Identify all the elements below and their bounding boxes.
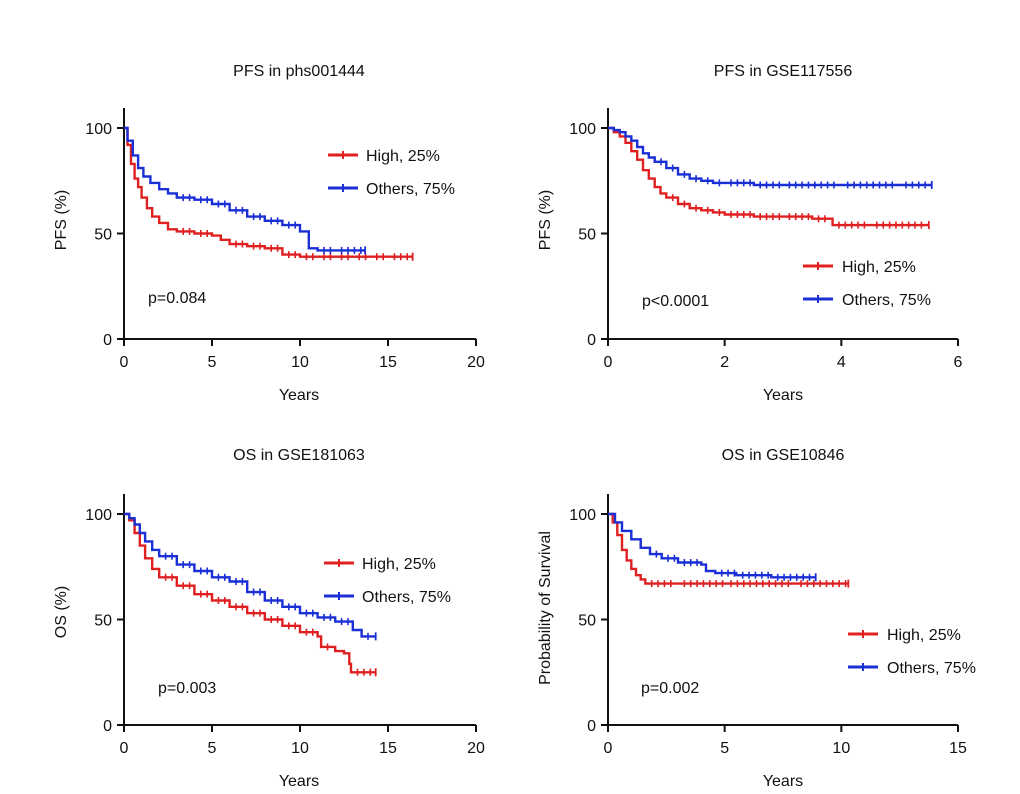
legend: High, 25% Others, 75% [848,627,976,677]
x-tick-label: 10 [291,740,309,757]
x-axis-label: Years [279,773,319,790]
legend-entry-others: Others, 75% [848,660,976,677]
survival-curve-high [124,512,376,674]
y-tick-label: 50 [578,227,596,244]
x-tick-label: 20 [467,740,485,757]
x-axis-label: Years [763,387,803,404]
p-value-annotation: p=0.002 [641,680,699,697]
x-tick-label: 0 [604,740,613,757]
y-tick-label: 100 [569,507,596,524]
x-tick-label: 15 [379,354,397,371]
x-tick-label: 6 [954,354,963,371]
x-tick-label: 5 [208,740,217,757]
y-tick-label: 0 [587,718,596,735]
y-tick-label: 50 [94,227,112,244]
y-axis-label: PFS (%) [53,190,70,250]
legend-entry-high: High, 25% [328,148,440,165]
chart-title: PFS in GSE117556 [714,63,853,80]
panel-pfs-phs001444: PFS in phs001444 PFS (%) Years p=0.084 H… [53,63,485,404]
legend-label-high: High, 25% [842,259,916,276]
legend-label-others: Others, 75% [366,181,455,198]
legend-label-high: High, 25% [366,148,440,165]
x-tick-label: 2 [720,354,729,371]
legend-label-others: Others, 75% [842,292,931,309]
legend-label-others: Others, 75% [887,660,976,677]
chart-title: OS in GSE10846 [722,447,845,464]
survival-curve-others [608,512,816,579]
survival-curve-high [124,126,413,258]
survival-curve-others [608,126,932,187]
y-tick-label: 0 [103,332,112,349]
legend: High, 25% Others, 75% [328,148,455,198]
y-tick-label: 100 [85,507,112,524]
legend: High, 25% Others, 75% [324,556,451,606]
survival-curve-high [608,126,929,227]
x-tick-label: 15 [379,740,397,757]
x-tick-label: 20 [467,354,485,371]
x-tick-label: 5 [208,354,217,371]
p-value-annotation: p=0.003 [158,680,216,697]
panel-os-gse10846: OS in GSE10846 Probability of Survival Y… [537,447,976,790]
legend-entry-others: Others, 75% [328,181,455,198]
legend-label-high: High, 25% [362,556,436,573]
p-value-annotation: p<0.0001 [642,293,709,310]
legend-label-others: Others, 75% [362,589,451,606]
y-tick-label: 100 [569,121,596,138]
p-value-annotation: p=0.084 [148,290,206,307]
legend-label-high: High, 25% [887,627,961,644]
x-tick-label: 0 [120,740,129,757]
legend: High, 25% Others, 75% [803,259,931,309]
y-axis-label: OS (%) [53,586,70,638]
x-tick-label: 5 [720,740,729,757]
chart-title: OS in GSE181063 [233,447,365,464]
panel-os-gse181063: OS in GSE181063 OS (%) Years p=0.003 Hig… [53,447,485,790]
legend-entry-others: Others, 75% [324,589,451,606]
x-tick-label: 4 [837,354,846,371]
survival-curve-others [124,512,376,638]
panel-pfs-gse117556: PFS in GSE117556 PFS (%) Years p<0.0001 … [537,63,963,404]
y-tick-label: 50 [94,613,112,630]
survival-curve-others [124,126,366,252]
legend-entry-others: Others, 75% [803,292,931,309]
y-tick-label: 0 [103,718,112,735]
survival-curve-high [608,512,849,585]
x-tick-label: 10 [832,740,850,757]
y-axis-label: PFS (%) [537,190,554,250]
chart-title: PFS in phs001444 [233,63,365,80]
x-tick-label: 0 [120,354,129,371]
y-tick-label: 100 [85,121,112,138]
legend-entry-high: High, 25% [803,259,916,276]
x-axis-label: Years [763,773,803,790]
y-axis-label: Probability of Survival [537,531,554,685]
x-tick-label: 10 [291,354,309,371]
x-tick-label: 0 [604,354,613,371]
x-tick-label: 15 [949,740,967,757]
legend-entry-high: High, 25% [848,627,961,644]
legend-entry-high: High, 25% [324,556,436,573]
x-axis-label: Years [279,387,319,404]
y-tick-label: 50 [578,613,596,630]
y-tick-label: 0 [587,332,596,349]
